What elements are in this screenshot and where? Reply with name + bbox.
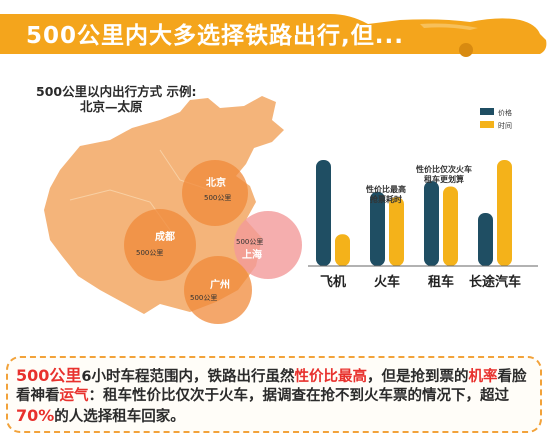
annotation-train-line1: 性价比最高 bbox=[366, 184, 406, 194]
map-title-line1: 500公里以内出行方式 示例: bbox=[36, 84, 197, 99]
note-highlight-value: 性价比最高 bbox=[294, 369, 368, 385]
china-map: 北京 500公里 成都 500公里 500公里 上海 广州 500公里 bbox=[44, 96, 302, 324]
bar-rental-series0 bbox=[424, 181, 439, 266]
city-radius-chengdu: 500公里 bbox=[136, 249, 163, 257]
banner-title: 500公里内大多选择铁路出行,但... bbox=[26, 23, 404, 49]
note-part: 6小时车程范围内，铁路出行虽然 bbox=[81, 369, 295, 385]
city-radius-shanghai: 500公里 bbox=[236, 238, 263, 246]
map-title: 500公里以内出行方式 示例: 北京—太原 bbox=[36, 84, 196, 114]
bar-plane-series0 bbox=[316, 159, 331, 266]
city-circle-shanghai bbox=[234, 211, 302, 279]
legend: 价格 时间 bbox=[480, 108, 512, 130]
transport-bar-chart: 飞机 火车 租车 长途汽车 价格 时间 性价比最高 抢票耗时 性价比仅次火车 租车更划… bbox=[308, 108, 538, 290]
legend-swatch-time bbox=[480, 121, 494, 128]
note-part: 的人选择租车回家。 bbox=[54, 409, 185, 425]
annotation-rental-line1: 性价比仅次火车 bbox=[416, 164, 472, 174]
city-name-guangzhou: 广州 bbox=[210, 278, 230, 291]
legend-label-price: 价格 bbox=[498, 108, 512, 117]
note-part: ，但是抢到票的 bbox=[367, 369, 469, 385]
note-highlight-luck: 运气 bbox=[59, 388, 89, 404]
city-circle-guangzhou bbox=[184, 256, 252, 324]
map-title-line2: 北京—太原 bbox=[80, 99, 143, 114]
bar-coach-series1 bbox=[497, 159, 512, 266]
annotation-rental-line2: 租车更划算 bbox=[424, 174, 464, 184]
city-circle-beijing bbox=[182, 160, 248, 226]
bar-train-series0 bbox=[370, 191, 385, 266]
annotation-train-line2: 抢票耗时 bbox=[370, 194, 402, 204]
legend-label-time: 时间 bbox=[498, 121, 512, 130]
bar-train-series1 bbox=[389, 197, 404, 266]
note-highlight-percent: 70% bbox=[16, 406, 55, 425]
city-radius-guangzhou: 500公里 bbox=[190, 294, 217, 302]
x-tick-label-train: 火车 bbox=[374, 274, 400, 290]
note-box bbox=[6, 356, 542, 433]
x-tick-label-rental: 租车 bbox=[428, 274, 454, 290]
x-tick-label-plane: 飞机 bbox=[320, 274, 346, 290]
city-name-beijing: 北京 bbox=[206, 176, 226, 189]
bars-layer bbox=[316, 159, 512, 266]
note-distance: 500公里 bbox=[16, 366, 82, 385]
note-text: 500公里6小时车程范围内，铁路出行虽然性价比最高，但是抢到票的机率看脸看神看运… bbox=[16, 366, 536, 427]
city-circle-chengdu bbox=[124, 209, 196, 281]
city-name-chengdu: 成都 bbox=[155, 230, 175, 243]
x-tick-labels: 飞机 火车 租车 长途汽车 bbox=[320, 274, 521, 290]
note-highlight-chance: 机率 bbox=[468, 369, 498, 385]
bar-coach-series0 bbox=[478, 212, 493, 266]
bar-rental-series1 bbox=[443, 186, 458, 266]
note-part: 看脸看神看 bbox=[16, 369, 527, 404]
note-part: ：租车性价比仅次于火车，据调查在抢不到火车票的情况下，超过 bbox=[88, 388, 510, 404]
legend-swatch-price bbox=[480, 108, 494, 115]
banner-shape bbox=[0, 14, 547, 57]
x-tick-label-coach: 长途汽车 bbox=[469, 274, 521, 290]
city-radius-beijing: 500公里 bbox=[204, 194, 231, 202]
city-name-shanghai: 上海 bbox=[242, 248, 262, 261]
bar-plane-series1 bbox=[335, 234, 350, 266]
